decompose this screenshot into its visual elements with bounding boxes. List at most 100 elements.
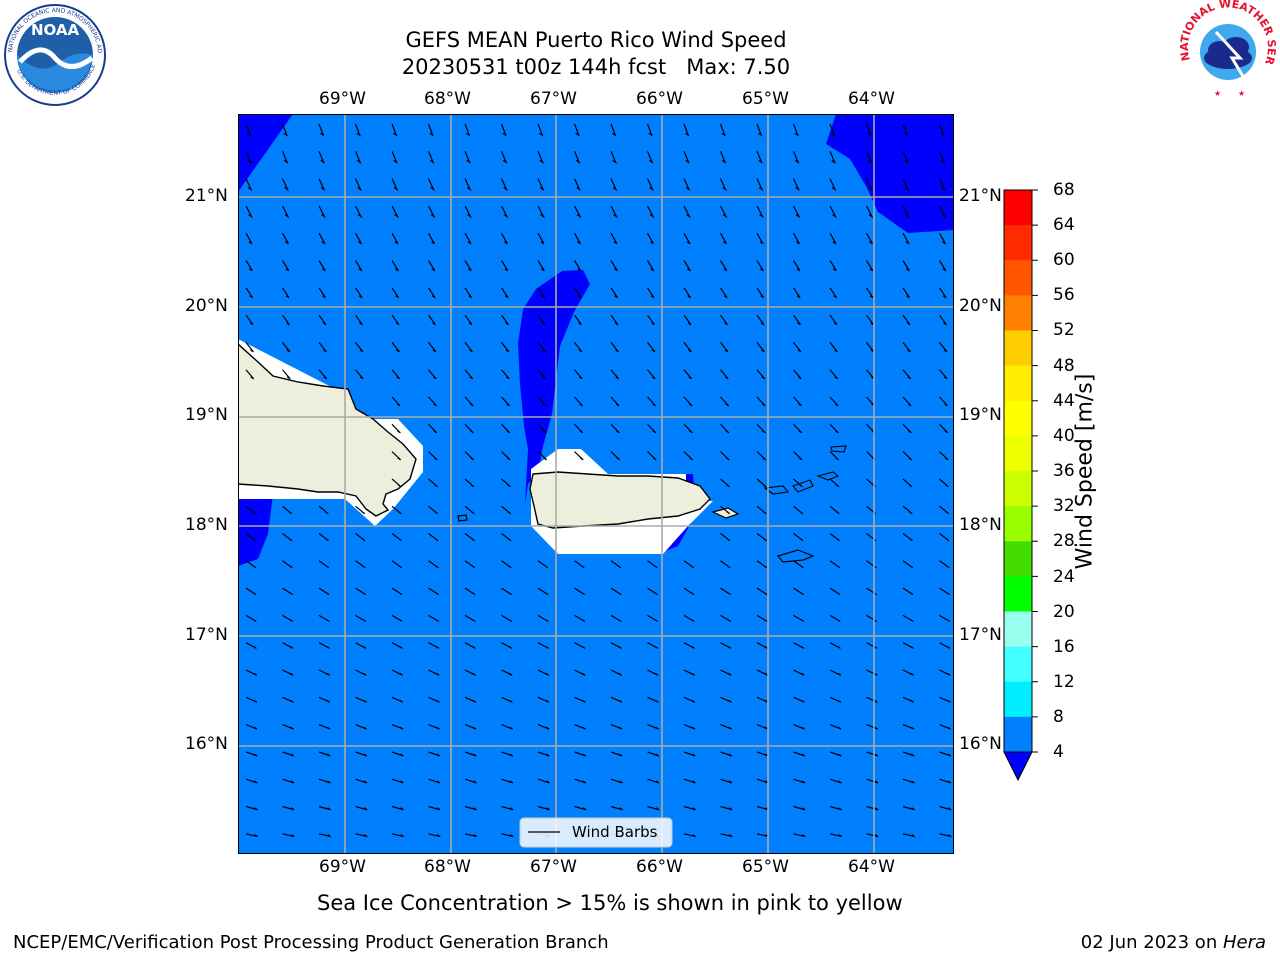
wind-barb <box>829 369 839 380</box>
wind-barb <box>537 260 545 272</box>
lon-label-top: 64°W <box>848 89 895 109</box>
wind-barb <box>865 178 874 192</box>
wind-barb <box>610 669 623 676</box>
wind-barb <box>646 287 655 299</box>
wind-barb <box>391 805 404 811</box>
wind-barb <box>902 505 913 515</box>
colorbar-band <box>1004 681 1032 718</box>
wind-barb <box>281 123 289 137</box>
wind-barb <box>865 151 873 165</box>
wind-barb <box>793 805 806 811</box>
sea-ice-caption: Sea Ice Concentration > 15% is shown in … <box>317 891 903 915</box>
wind-barb <box>610 696 623 703</box>
wind-barb <box>464 533 475 542</box>
wind-barb <box>720 587 731 596</box>
wind-barb <box>938 232 946 245</box>
land-st-croix <box>776 549 815 563</box>
wind-barb <box>610 614 622 623</box>
wind-barb <box>500 205 509 219</box>
wind-barb <box>756 369 766 380</box>
wind-barb <box>245 287 254 299</box>
wind-barb <box>647 396 657 407</box>
colorbar-band <box>1004 330 1032 367</box>
wind-barb <box>829 505 840 515</box>
lat-label-right: 21°N <box>959 186 1002 206</box>
wind-barb <box>683 833 697 838</box>
wind-barb <box>501 642 513 649</box>
wind-barb <box>866 805 879 811</box>
wind-barb <box>719 205 728 219</box>
wind-barb <box>902 696 915 703</box>
wind-barb <box>355 533 366 542</box>
wind-barb <box>574 778 587 784</box>
wind-barb <box>245 505 256 515</box>
wind-barb <box>866 778 879 784</box>
land-tortola <box>792 479 814 493</box>
wind-barb <box>939 533 950 542</box>
noaa-logo-text: NOAA <box>31 21 80 39</box>
wind-barb <box>245 833 259 838</box>
wind-barb <box>939 614 951 623</box>
lat-label-right: 17°N <box>959 625 1002 645</box>
wind-barb <box>647 751 660 757</box>
wind-barb <box>355 614 367 623</box>
wind-barb <box>391 151 399 165</box>
wind-barb <box>574 751 587 757</box>
wind-barb <box>756 505 767 515</box>
wind-barb <box>683 151 691 165</box>
footer-machine: Hera <box>1222 932 1266 953</box>
wind-barb <box>501 396 511 407</box>
colorbar-band <box>1004 365 1032 402</box>
legend-label: Wind Barbs <box>572 823 658 841</box>
wind-barb <box>574 369 583 380</box>
wind-barb <box>355 751 368 757</box>
wind-barb <box>245 151 253 165</box>
wind-barb <box>683 805 696 811</box>
svg-text:★: ★ <box>1238 89 1245 98</box>
svg-text:★: ★ <box>1214 89 1221 98</box>
lon-label-top: 65°W <box>742 89 789 109</box>
wind-barb <box>501 423 511 434</box>
wind-barb <box>610 724 623 730</box>
wind-barb <box>318 369 328 380</box>
wind-barb <box>756 232 764 245</box>
wind-barb <box>391 833 405 838</box>
wind-barb <box>902 778 915 784</box>
wind-barb <box>610 314 619 326</box>
wind-barb <box>647 314 655 326</box>
wind-barb <box>793 342 802 353</box>
wind-barb <box>610 560 622 569</box>
wind-barb <box>282 642 294 649</box>
land-virgin-gorda <box>816 471 840 481</box>
wind-barb <box>464 696 477 703</box>
wind-barb <box>683 342 692 353</box>
wind-barb <box>902 287 911 299</box>
wind-barb <box>282 587 293 596</box>
wind-barb <box>501 533 512 542</box>
lon-label-top: 66°W <box>636 89 683 109</box>
wind-barb <box>610 205 619 219</box>
wind-barb <box>683 751 696 757</box>
colorbar-band <box>1004 260 1032 296</box>
colorbar-band <box>1004 576 1032 612</box>
wind-barb <box>245 614 257 623</box>
wind-barb <box>245 696 258 703</box>
wind-barb <box>866 423 876 434</box>
wind-barb <box>500 287 509 299</box>
wind-barb <box>391 260 399 272</box>
wind-barb <box>391 123 398 137</box>
land-st-thomas <box>763 485 790 495</box>
wind-barb <box>318 151 326 165</box>
wind-barb <box>866 696 878 703</box>
wind-barb <box>720 478 730 488</box>
wind-barb <box>464 287 473 299</box>
wind-barb <box>610 805 623 811</box>
wind-barb <box>318 314 327 326</box>
wind-barb <box>756 396 766 407</box>
wind-barb <box>245 205 254 219</box>
wind-barb <box>647 369 656 380</box>
wind-barb <box>829 260 837 272</box>
wind-barb <box>683 696 696 703</box>
colorbar-tick: 28 <box>1053 531 1075 551</box>
wind-barb <box>939 342 948 353</box>
